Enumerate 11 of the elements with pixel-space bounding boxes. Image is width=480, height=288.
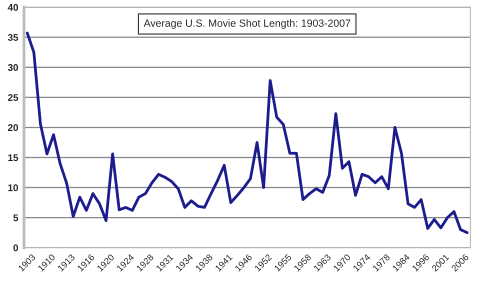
text: Average U.S. Movie Shot Length: 1903-2007 — [144, 19, 350, 29]
y-tick-label: 20 — [8, 124, 18, 132]
y-tick-label: 40 — [8, 4, 18, 11]
y-tick-label: 0 — [13, 244, 18, 252]
y-tick-label: 15 — [8, 154, 18, 162]
line-series — [26, 32, 469, 234]
y-tick-label: 5 — [13, 214, 18, 222]
y-tick-label: 30 — [8, 64, 18, 71]
y-tick-label: 35 — [8, 34, 18, 41]
y-tick-label: 25 — [8, 94, 18, 101]
y-tick-label: 10 — [8, 184, 18, 192]
